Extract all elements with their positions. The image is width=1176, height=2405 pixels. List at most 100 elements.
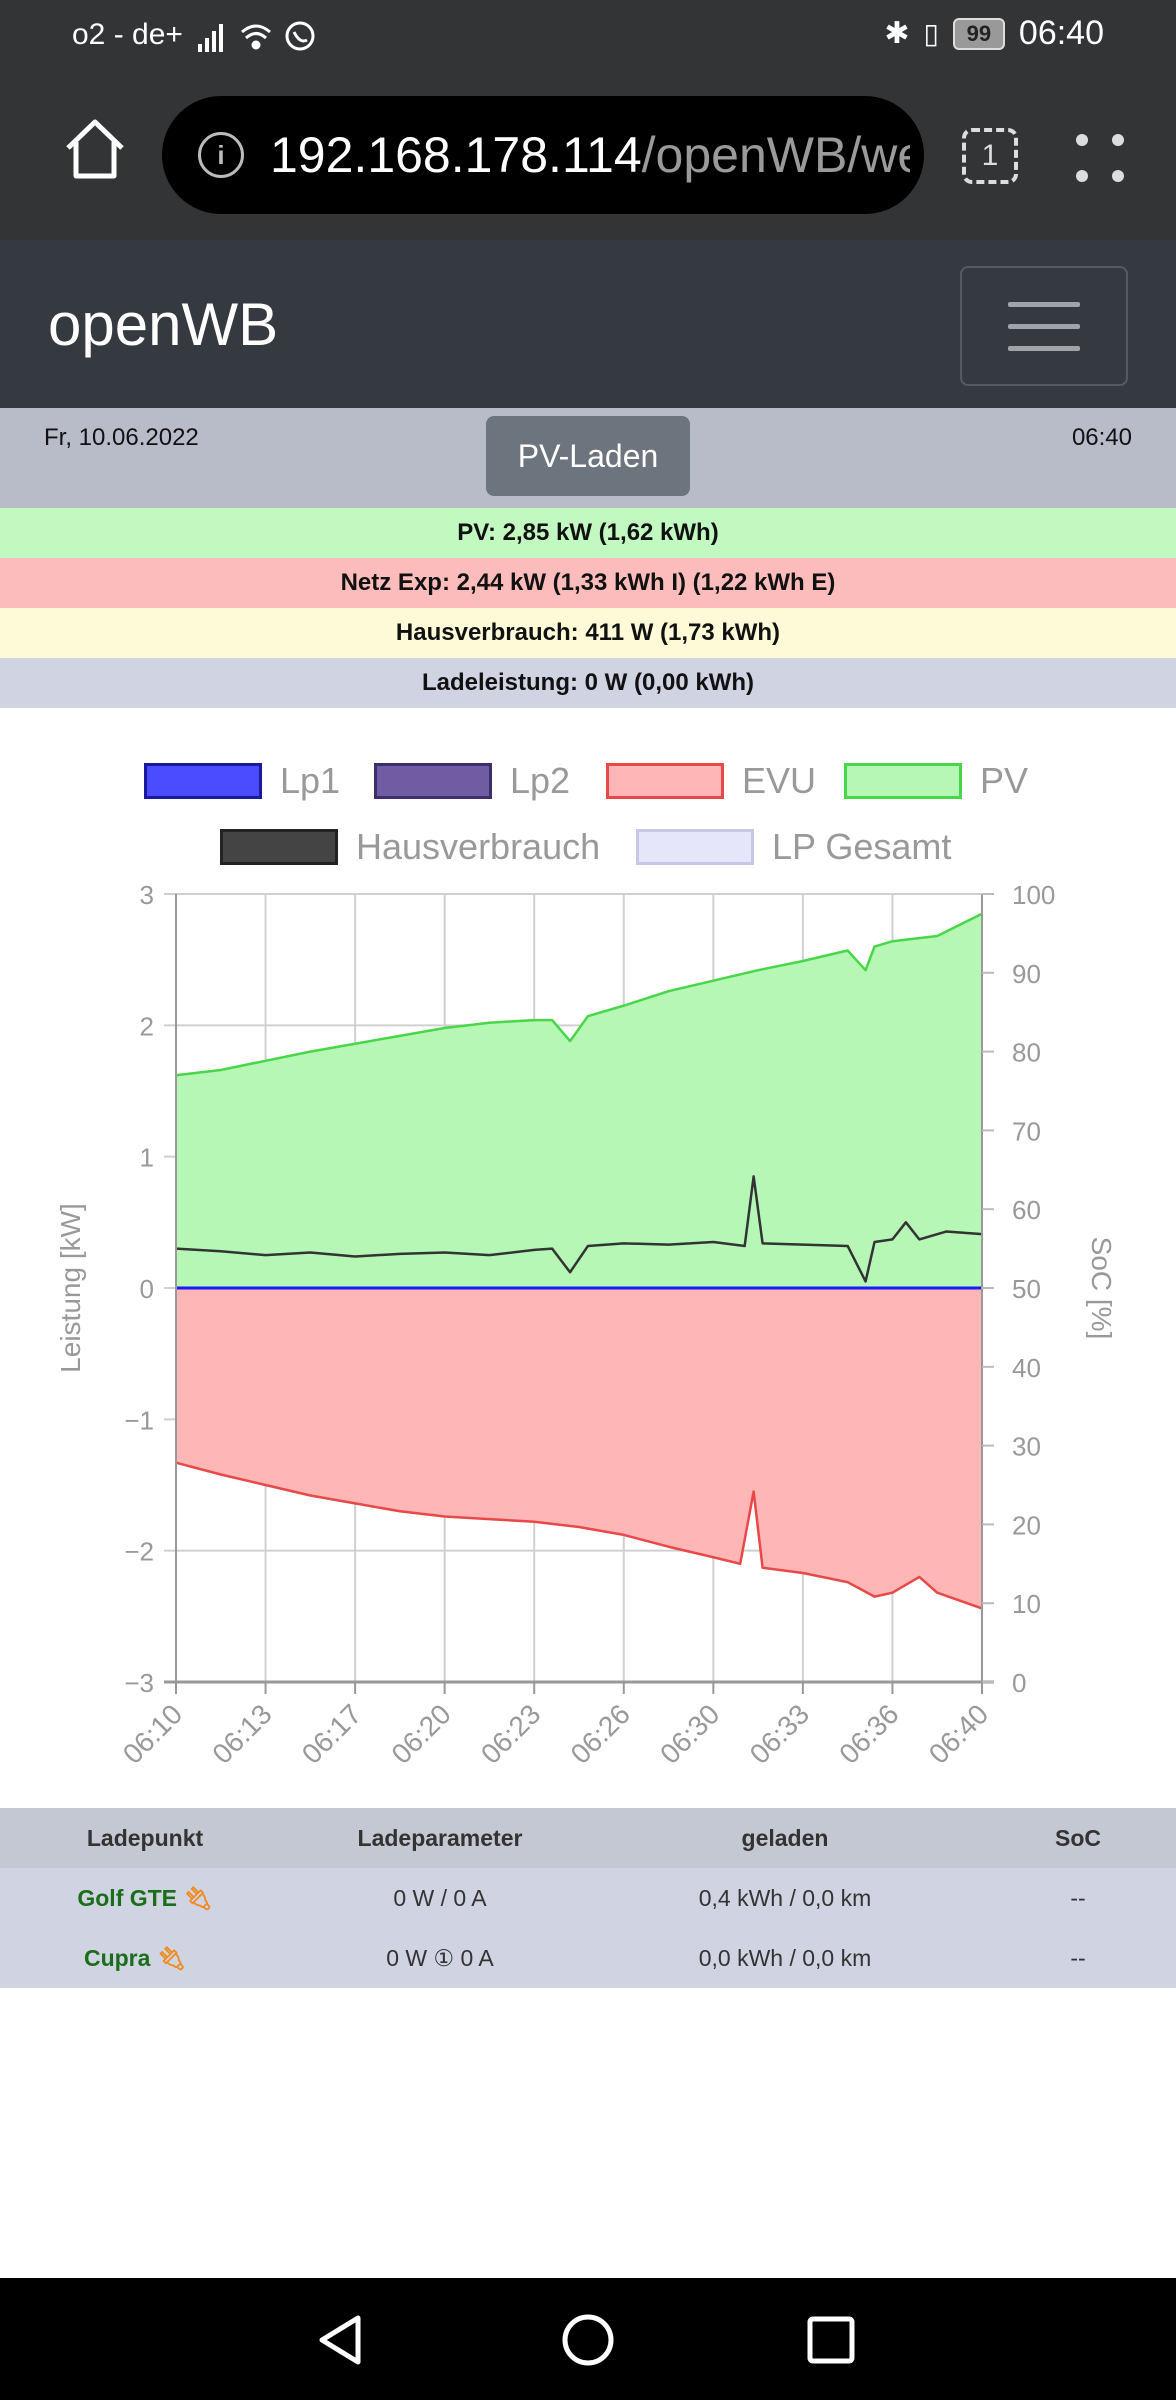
legend-swatch	[636, 829, 754, 865]
time-label: 06:40	[1071, 424, 1132, 451]
table-row[interactable]: Golf GTE 🔌︎ 0 W / 0 A 0,4 kWh / 0,0 km -…	[0, 1868, 1176, 1928]
legend-hausverbrauch[interactable]: Hausverbrauch	[220, 826, 600, 868]
home-circle-icon[interactable]	[562, 2314, 614, 2366]
y2-tick-label: 80	[1012, 1038, 1041, 1068]
y-tick-label: 3	[140, 880, 154, 910]
menu-dots-icon[interactable]	[1070, 128, 1130, 188]
status-bar: o2 - de+ ✱ ▯ 99 06:40	[0, 0, 1176, 72]
series-area-pv	[176, 913, 982, 1288]
url-text[interactable]: 192.168.178.114/openWB/web/index.php	[270, 126, 910, 184]
date-label: Fr, 10.06.2022	[44, 424, 199, 451]
legend-label: PV	[980, 760, 1029, 801]
nav-buttons	[319, 2314, 855, 2366]
x-tick-label: 06:36	[833, 1698, 904, 1769]
params-cell: 0 W / 0 A	[393, 1885, 487, 1911]
info-header: Fr, 10.06.2022 PV-Laden 06:40	[0, 408, 1176, 508]
legend-label: Lp2	[510, 760, 571, 801]
x-tick-label: 06:40	[923, 1698, 994, 1769]
y-axis-title: Leistung [kW]	[55, 1203, 86, 1373]
charge-mode-button[interactable]: PV-Laden	[486, 416, 690, 496]
legend-swatch	[374, 763, 492, 799]
y-tick-label: −2	[124, 1537, 154, 1567]
x-tick-label: 06:20	[385, 1698, 456, 1769]
y2-tick-label: 100	[1012, 880, 1055, 910]
home-icon[interactable]	[62, 116, 128, 182]
legend-swatch	[844, 763, 962, 799]
soc-cell: --	[1070, 1885, 1086, 1911]
y2-tick-label: 30	[1012, 1432, 1041, 1462]
x-tick-label: 06:26	[565, 1698, 636, 1769]
plug-icon: 🔌︎	[183, 1885, 213, 1911]
whatsapp-icon	[285, 21, 315, 51]
x-tick-label: 06:10	[117, 1698, 188, 1769]
charged-cell: 0,4 kWh / 0,0 km	[698, 1885, 872, 1911]
x-tick-label: 06:23	[475, 1698, 546, 1769]
header-ladeparameter: Ladeparameter	[357, 1825, 523, 1851]
url-host: 192.168.178.114	[270, 127, 642, 183]
carrier-label: o2 - de+	[72, 18, 183, 51]
bluetooth-icon: ✱	[884, 17, 910, 50]
table-row[interactable]: Cupra 🔌︎ 0 W ① 0 A 0,0 kWh / 0,0 km --	[0, 1928, 1176, 1988]
address-bar[interactable]: i 192.168.178.114/openWB/web/index.php	[162, 96, 924, 214]
signal-wifi-icons	[198, 21, 315, 52]
divider	[0, 708, 1176, 710]
series-line-evu	[175, 1461, 983, 1610]
y2-tick-label: 0	[1012, 1668, 1026, 1698]
y2-tick-label: 50	[1012, 1274, 1041, 1304]
chart-legend: Lp1 Lp2 EVU PV Hausverbrauch LP Gesamt	[0, 740, 1176, 880]
header-geladen: geladen	[741, 1825, 829, 1851]
app-navbar: openWB	[0, 240, 1176, 408]
status-right: ✱ ▯ 99 06:40	[884, 14, 1104, 53]
vibrate-icon: ▯	[923, 18, 939, 49]
charge-stat: Ladeleistung: 0 W (0,00 kWh)	[0, 658, 1176, 708]
legend-lp1[interactable]: Lp1	[144, 760, 340, 802]
legend-label: Hausverbrauch	[356, 826, 601, 867]
y2-tick-label: 40	[1012, 1353, 1041, 1383]
series-area-evu	[176, 1288, 982, 1609]
header-soc: SoC	[1055, 1825, 1101, 1851]
y2-axis-title: SoC [%]	[1086, 1237, 1117, 1340]
recents-icon[interactable]	[807, 2316, 855, 2364]
tab-switcher-button[interactable]: 1	[962, 128, 1018, 184]
android-nav-bar	[0, 2278, 1176, 2400]
table-header-row: Ladepunkt Ladeparameter geladen SoC	[0, 1808, 1176, 1868]
status-time: 06:40	[1018, 14, 1104, 52]
legend-label: Lp1	[280, 760, 341, 801]
y-tick-label: 1	[140, 1143, 154, 1173]
legend-label: EVU	[742, 760, 817, 801]
series-line-hausverbrauch	[175, 1175, 983, 1283]
legend-swatch	[606, 763, 724, 799]
y2-tick-label: 70	[1012, 1116, 1041, 1146]
y2-tick-label: 20	[1012, 1510, 1041, 1540]
browser-toolbar: i 192.168.178.114/openWB/web/index.php 1	[0, 72, 1176, 240]
pv-stat: PV: 2,85 kW (1,62 kWh)	[0, 508, 1176, 558]
y-tick-label: −1	[124, 1405, 154, 1435]
y2-tick-label: 90	[1012, 959, 1041, 989]
legend-swatch	[220, 829, 338, 865]
brand-title[interactable]: openWB	[48, 291, 279, 358]
chargepoint-name: Golf GTE	[77, 1885, 178, 1911]
chargepoint-name-cell[interactable]: Golf GTE 🔌︎	[0, 1868, 290, 1928]
legend-pv[interactable]: PV	[844, 760, 1028, 802]
wifi-icon	[241, 24, 271, 50]
chargepoint-name-cell[interactable]: Cupra 🔌︎	[0, 1928, 270, 1988]
legend-lp-gesamt[interactable]: LP Gesamt	[636, 826, 951, 868]
plug-icon: 🔌︎	[156, 1945, 187, 1971]
y-tick-label: 2	[140, 1011, 154, 1041]
battery-icon: 99	[952, 17, 1005, 50]
legend-label: LP Gesamt	[772, 826, 952, 867]
hamburger-menu-button[interactable]	[960, 266, 1128, 386]
legend-swatch	[144, 763, 262, 799]
legend-lp2[interactable]: Lp2	[374, 760, 570, 802]
url-path: /openWB/web/index.php	[641, 127, 910, 183]
info-icon[interactable]: i	[198, 132, 244, 178]
house-stat: Hausverbrauch: 411 W (1,73 kWh)	[0, 608, 1176, 658]
legend-evu[interactable]: EVU	[606, 760, 816, 802]
y-tick-label: −3	[124, 1668, 154, 1698]
series-line-pv	[175, 912, 983, 1077]
y2-tick-label: 10	[1012, 1589, 1041, 1619]
y-tick-label: 0	[140, 1274, 154, 1304]
charged-cell: 0,0 kWh / 0,0 km	[698, 1945, 872, 1971]
back-icon[interactable]	[319, 2315, 361, 2365]
